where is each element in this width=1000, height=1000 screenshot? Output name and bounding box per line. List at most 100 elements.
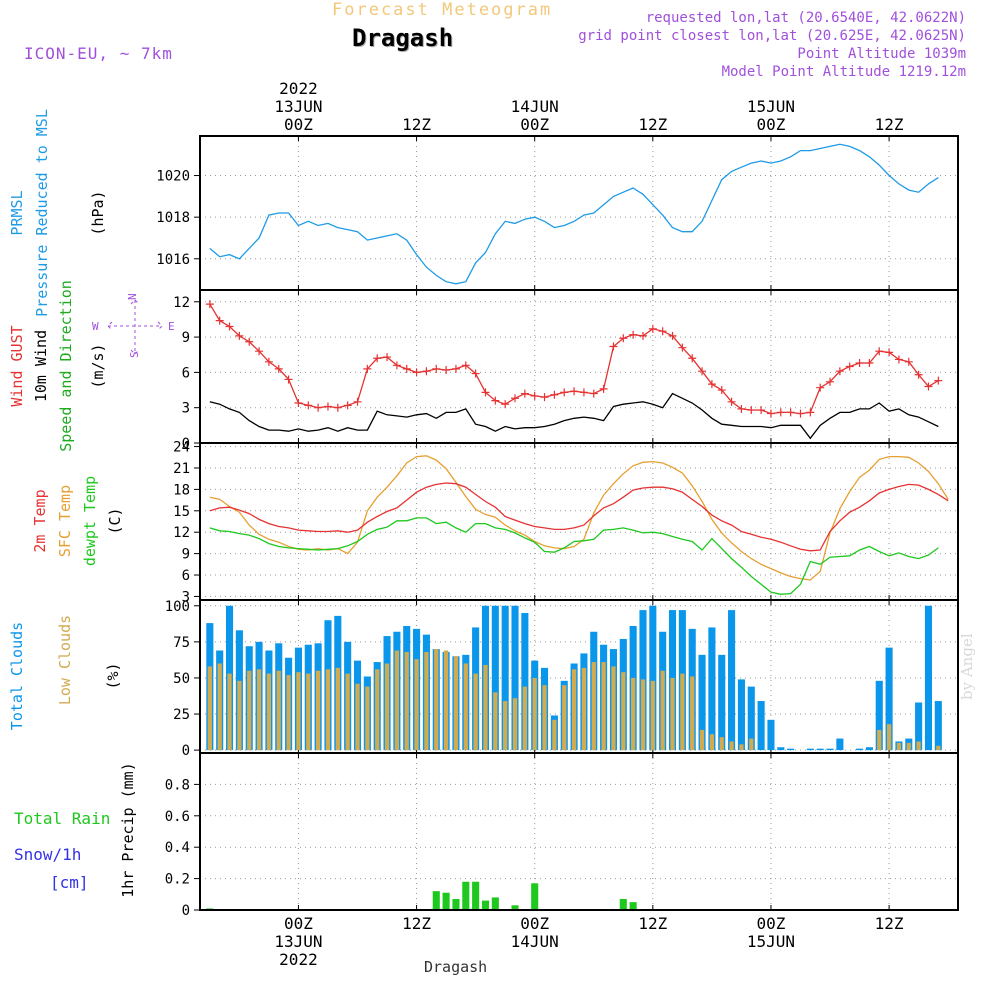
rain-bar bbox=[491, 897, 499, 910]
total-cloud-bar bbox=[728, 610, 736, 751]
gust-marker bbox=[520, 389, 529, 398]
gust-marker bbox=[924, 382, 933, 391]
low-cloud-bar bbox=[355, 683, 360, 751]
gust-marker bbox=[875, 347, 884, 356]
low-cloud-bar bbox=[207, 666, 212, 751]
low-cloud-bar bbox=[365, 686, 370, 751]
compass-arrows bbox=[107, 299, 163, 355]
wind-direction-label: Speed and Direction bbox=[57, 280, 75, 452]
total-cloud-bar bbox=[856, 748, 864, 751]
gust-marker bbox=[835, 367, 844, 376]
gust-marker bbox=[323, 402, 332, 411]
low-cloud-bar bbox=[256, 669, 262, 751]
rain-bar bbox=[432, 891, 440, 910]
compass-east: E bbox=[168, 320, 175, 333]
bottom-time-label: 13JUN bbox=[274, 932, 322, 951]
ytick-label: 0 bbox=[182, 743, 190, 759]
gust-marker bbox=[501, 400, 510, 409]
ytick-label: 100 bbox=[165, 599, 190, 615]
ytick-label: 1020 bbox=[156, 169, 190, 185]
pressure-label: PRMSL bbox=[8, 190, 26, 235]
bottom-time-label: 2022 bbox=[279, 950, 318, 969]
wind-unit: (m/s) bbox=[89, 343, 107, 388]
low-cloud-bar bbox=[680, 673, 685, 751]
rain-legend-label: Total Rain bbox=[14, 809, 110, 828]
low-cloud-bar bbox=[316, 670, 321, 751]
total-cloud-bar bbox=[787, 748, 795, 751]
bottom-time-label: 15JUN bbox=[747, 932, 795, 951]
gust-marker bbox=[264, 357, 273, 366]
gust-marker bbox=[471, 369, 480, 378]
top-time-label: 14JUN bbox=[511, 97, 559, 116]
compass-south: S bbox=[128, 351, 141, 358]
2m-temp-line bbox=[209, 482, 949, 552]
gust-marker bbox=[255, 347, 264, 356]
gust-marker bbox=[638, 331, 647, 340]
ytick-label: 1018 bbox=[156, 210, 190, 226]
gust-marker bbox=[747, 406, 756, 415]
snow-unit-label: [cm] bbox=[50, 873, 89, 892]
gust-marker bbox=[845, 362, 854, 371]
total-cloud-bar bbox=[806, 748, 814, 751]
total-cloud-bar bbox=[836, 738, 844, 751]
precip-label: 1hr Precip (mm) bbox=[119, 762, 137, 897]
gust-marker bbox=[205, 300, 214, 309]
total-cloud-bar bbox=[767, 719, 775, 751]
gust-marker bbox=[412, 368, 421, 377]
gust-marker bbox=[294, 398, 303, 407]
bottom-time-label: 00Z bbox=[757, 914, 786, 933]
low-cloud-bar bbox=[562, 685, 567, 751]
gust-marker bbox=[511, 394, 520, 403]
total-cloud-bar bbox=[698, 654, 706, 751]
rain-bar bbox=[452, 899, 460, 910]
total-cloud-bar bbox=[718, 654, 726, 751]
total-cloud-bar bbox=[521, 612, 529, 751]
panel-frame bbox=[199, 442, 959, 601]
ytick-label: 12 bbox=[173, 295, 190, 311]
model-altitude: Model Point Altitude 1219.12m bbox=[721, 64, 966, 80]
bottom-time-label: 12Z bbox=[638, 914, 667, 933]
gust-marker bbox=[776, 408, 785, 417]
gust-marker bbox=[343, 401, 352, 410]
total-cloud-bar bbox=[511, 605, 519, 751]
low-cloud-bar bbox=[384, 663, 390, 751]
sfc-temp-label: SFC Temp bbox=[56, 485, 74, 557]
low-cloud-bar bbox=[325, 669, 331, 751]
dewpt-temp-line bbox=[209, 517, 939, 595]
rain-bar bbox=[531, 883, 539, 910]
low-cloud-bar bbox=[729, 741, 734, 751]
low-cloud-bar bbox=[877, 729, 882, 751]
gust-marker bbox=[609, 342, 618, 351]
rain-bar bbox=[629, 902, 637, 910]
low-cloud-bar bbox=[394, 650, 400, 751]
total-cloud-bar bbox=[826, 748, 834, 751]
bottom-time-label: 00Z bbox=[284, 914, 313, 933]
low-cloud-bar bbox=[896, 742, 902, 751]
ytick-label: 24 bbox=[173, 440, 190, 456]
gust-marker bbox=[757, 406, 766, 415]
low-cloud-bar bbox=[473, 673, 478, 751]
clouds-unit: (%) bbox=[104, 662, 122, 689]
pressure-line bbox=[209, 143, 939, 285]
total-cloud-bar bbox=[777, 747, 785, 751]
bottom-time-label: 12Z bbox=[875, 914, 904, 933]
low-cloud-bar bbox=[443, 650, 449, 751]
low-cloud-bar bbox=[601, 662, 606, 751]
low-cloud-bar bbox=[660, 670, 665, 751]
ytick-label: 0.6 bbox=[165, 809, 190, 825]
gust-marker bbox=[215, 316, 224, 325]
gust-marker bbox=[235, 331, 244, 340]
footer-location: Dragash bbox=[424, 958, 488, 976]
bottom-time-label: 00Z bbox=[520, 914, 549, 933]
low-cloud-bar bbox=[247, 670, 252, 751]
ytick-label: 3 bbox=[182, 589, 190, 605]
low-cloud-bar bbox=[424, 651, 429, 751]
snow-legend-label: Snow/1h bbox=[14, 845, 81, 864]
ytick-label: 0.8 bbox=[165, 777, 190, 793]
low-cloud-bar bbox=[217, 663, 222, 751]
low-cloud-bar bbox=[414, 659, 419, 751]
total-cloud-bar bbox=[875, 680, 883, 751]
location-title: Dragash bbox=[352, 24, 454, 52]
dewpt-temp-label: dewpt Temp bbox=[81, 476, 99, 566]
gust-marker bbox=[550, 390, 559, 399]
